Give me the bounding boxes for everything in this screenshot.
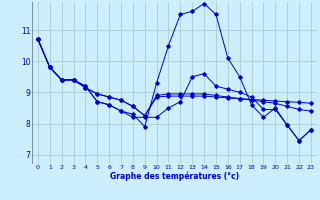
X-axis label: Graphe des températures (°c): Graphe des températures (°c) — [110, 172, 239, 181]
